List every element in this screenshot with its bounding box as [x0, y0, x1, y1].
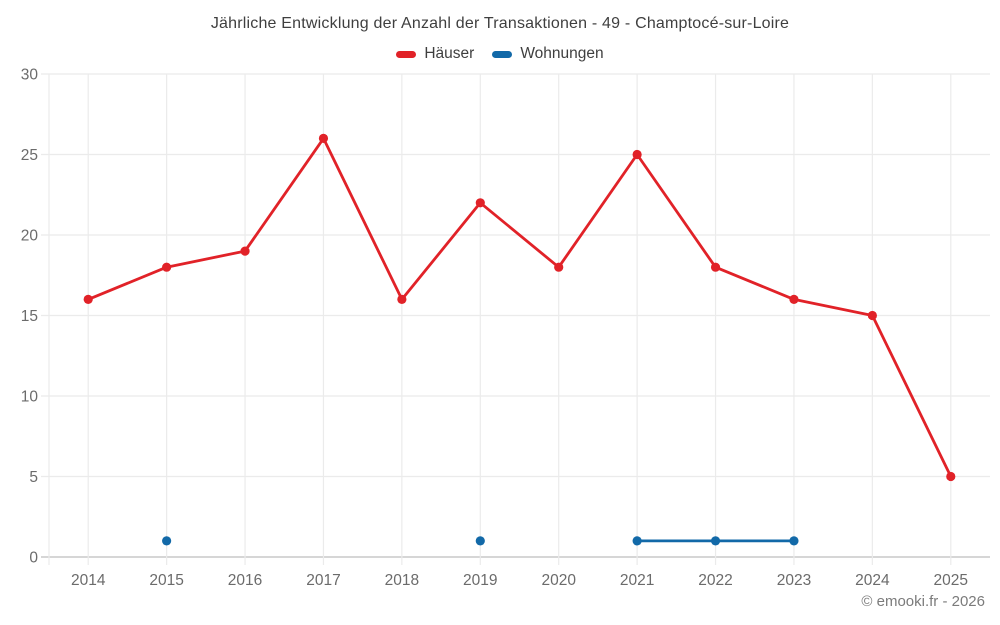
x-tick-label: 2025 — [934, 572, 968, 589]
copyright-credit: © emooki.fr - 2026 — [861, 593, 985, 610]
x-tick-label: 2018 — [385, 572, 419, 589]
legend-label-haeuser: Häuser — [424, 45, 475, 62]
x-tick-label: 2023 — [777, 572, 811, 589]
y-tick-label: 10 — [21, 389, 39, 406]
data-point-häuser-2017[interactable] — [318, 133, 329, 143]
x-tick-label: 2021 — [620, 572, 654, 589]
data-point-häuser-2021[interactable] — [632, 149, 642, 160]
chart-title: Jährliche Entwicklung der Anzahl der Tra… — [210, 15, 790, 32]
x-tick-label: 2024 — [855, 572, 890, 589]
y-tick-label: 5 — [29, 469, 38, 486]
data-point-häuser-2015[interactable] — [162, 262, 172, 272]
legend-item-wohnungen[interactable]: Wohnungen — [492, 45, 604, 63]
y-tick-label: 15 — [21, 308, 38, 325]
x-tick-label: 2016 — [228, 572, 262, 589]
x-tick-label: 2017 — [306, 572, 340, 589]
data-point-häuser-2024[interactable] — [867, 310, 877, 321]
legend-label-wohnungen: Wohnungen — [520, 45, 604, 62]
data-point-häuser-2025[interactable] — [946, 471, 956, 482]
legend-swatch-haeuser-icon — [396, 50, 417, 58]
data-point-wohnungen-2015[interactable] — [162, 536, 172, 546]
legend-swatch-wohnungen-icon — [492, 50, 513, 58]
data-point-häuser-2014[interactable] — [83, 294, 93, 304]
data-point-wohnungen-2019[interactable] — [475, 536, 485, 546]
data-point-häuser-2020[interactable] — [554, 262, 564, 272]
series-line-häuser — [86, 137, 953, 478]
data-point-häuser-2023[interactable] — [789, 294, 799, 304]
data-point-wohnungen-2022[interactable] — [710, 536, 721, 546]
chart-legend: Häuser Wohnungen — [0, 45, 1000, 63]
data-point-häuser-2019[interactable] — [475, 198, 485, 208]
x-tick-label: 2020 — [541, 572, 576, 589]
data-point-häuser-2022[interactable] — [710, 262, 721, 272]
x-tick-label: 2019 — [463, 572, 497, 589]
data-point-wohnungen-2021[interactable] — [632, 536, 642, 546]
y-tick-label: 20 — [21, 228, 39, 245]
x-tick-label: 2022 — [698, 572, 732, 589]
legend-item-haeuser[interactable]: Häuser — [396, 45, 474, 63]
data-point-häuser-2018[interactable] — [397, 294, 407, 304]
y-tick-label: 25 — [21, 147, 38, 164]
y-tick-label: 30 — [21, 67, 39, 84]
data-point-häuser-2016[interactable] — [240, 246, 250, 256]
y-tick-label: 0 — [29, 550, 38, 567]
x-tick-label: 2015 — [149, 572, 183, 589]
data-point-wohnungen-2023[interactable] — [789, 536, 799, 546]
x-tick-label: 2014 — [71, 572, 106, 589]
